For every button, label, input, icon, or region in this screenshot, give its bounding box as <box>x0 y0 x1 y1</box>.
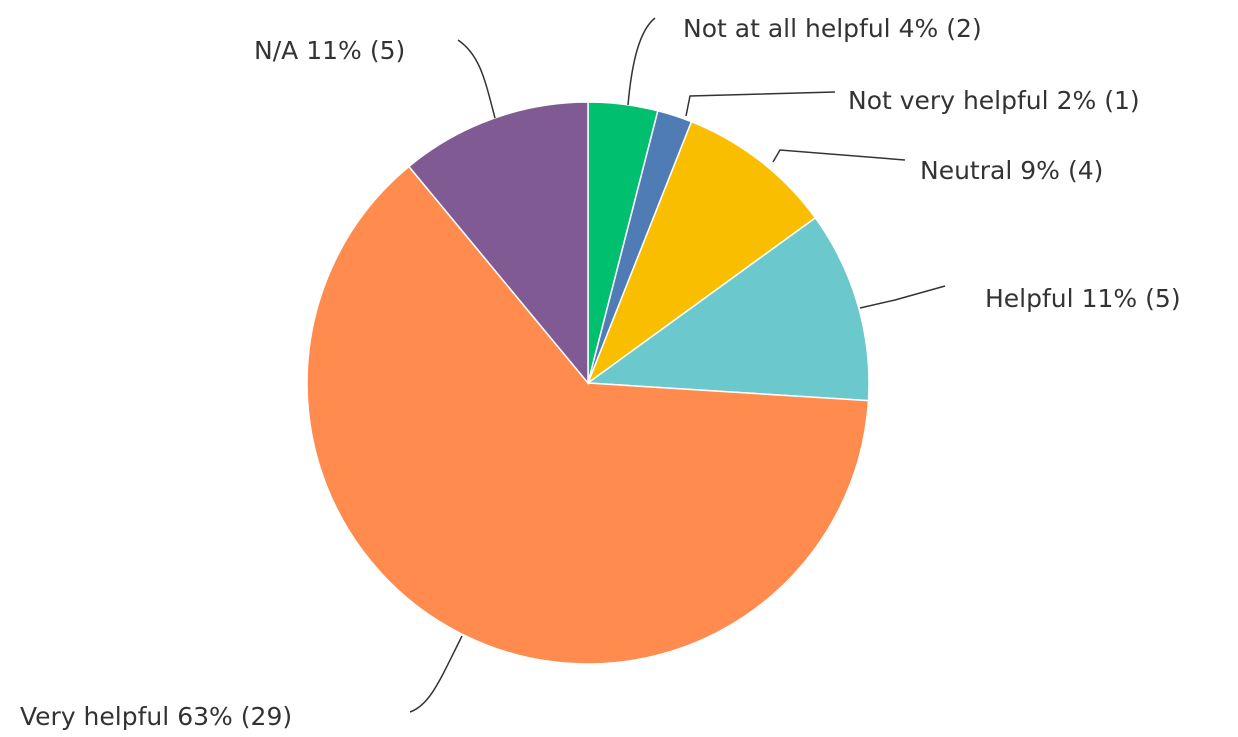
percent-label: 2% <box>1057 86 1097 115</box>
leader-line <box>772 149 906 163</box>
slice-label: Not at all helpful 4% (2) <box>683 14 982 43</box>
percent-label: 63% <box>177 702 233 731</box>
slice-label: Neutral 9% (4) <box>920 156 1103 185</box>
pie-slice <box>586 120 817 386</box>
leader-line <box>409 635 463 713</box>
count-label: (5) <box>1145 284 1180 313</box>
count-label: (2) <box>946 14 981 43</box>
percent-label: 4% <box>899 14 939 43</box>
category-label: Neutral <box>920 156 1012 185</box>
slice-label: Not very helpful 2% (1) <box>848 86 1140 115</box>
leader-line <box>685 91 836 117</box>
percent-label: 9% <box>1020 156 1060 185</box>
category-label: Helpful <box>985 284 1074 313</box>
slice-label: N/A 11% (5) <box>254 36 405 65</box>
pie-slice <box>306 165 870 665</box>
count-label: (29) <box>241 702 292 731</box>
category-label: Very helpful <box>20 702 169 731</box>
count-label: (1) <box>1104 86 1139 115</box>
percent-label: 11% <box>1082 284 1138 313</box>
leader-line <box>627 17 656 106</box>
leader-line <box>457 39 496 119</box>
pie-slice <box>407 101 589 386</box>
category-label: Not at all helpful <box>683 14 891 43</box>
category-label: Not very helpful <box>848 86 1049 115</box>
percent-label: 11% <box>306 36 362 65</box>
slice-label: Very helpful 63% (29) <box>20 702 292 731</box>
pie-slice <box>585 216 870 402</box>
count-label: (4) <box>1068 156 1103 185</box>
leader-line <box>859 285 946 309</box>
count-label: (5) <box>370 36 405 65</box>
category-label: N/A <box>254 36 298 65</box>
slice-label: Helpful 11% (5) <box>985 284 1181 313</box>
